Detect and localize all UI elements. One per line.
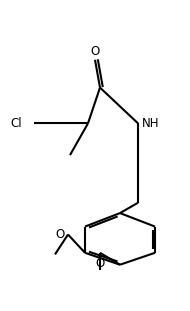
Text: O: O (90, 45, 100, 58)
Text: O: O (95, 257, 105, 270)
Text: O: O (55, 228, 64, 241)
Text: Cl: Cl (11, 117, 22, 130)
Text: NH: NH (142, 117, 159, 130)
